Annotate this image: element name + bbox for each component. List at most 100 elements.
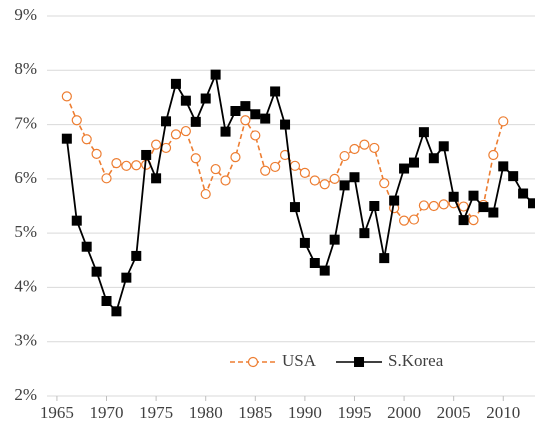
legend-marker xyxy=(354,357,365,367)
legend: USA S.Korea xyxy=(222,347,528,377)
x-tick-label: 1980 xyxy=(189,403,223,422)
x-tick-label: 1965 xyxy=(40,403,74,422)
marker xyxy=(398,215,410,226)
marker xyxy=(111,158,122,169)
marker xyxy=(220,126,231,137)
marker xyxy=(71,215,82,226)
marker xyxy=(161,116,172,127)
y-tick-label: 5% xyxy=(14,222,37,241)
marker xyxy=(240,115,251,126)
marker xyxy=(141,149,152,160)
marker xyxy=(61,133,72,144)
marker xyxy=(121,272,132,283)
marker xyxy=(190,116,201,127)
marker xyxy=(81,134,92,145)
marker xyxy=(319,265,330,276)
x-tick-label: 1970 xyxy=(90,403,124,422)
marker xyxy=(91,148,102,159)
marker xyxy=(369,142,380,154)
marker xyxy=(190,153,201,164)
marker xyxy=(200,188,211,200)
marker xyxy=(280,119,291,130)
legend-label: S.Korea xyxy=(388,351,444,370)
y-tick-label: 9% xyxy=(14,5,37,24)
marker xyxy=(428,200,439,212)
marker xyxy=(151,173,162,184)
marker xyxy=(170,78,181,89)
marker xyxy=(299,237,310,248)
marker xyxy=(508,171,519,182)
y-tick-label: 2% xyxy=(14,385,37,404)
marker xyxy=(448,191,459,202)
marker xyxy=(270,161,281,173)
marker xyxy=(260,113,271,124)
x-tick-label: 1975 xyxy=(139,403,173,422)
marker xyxy=(61,91,72,102)
x-tick-label: 2005 xyxy=(437,403,471,422)
marker xyxy=(349,172,360,183)
marker xyxy=(528,198,535,209)
marker xyxy=(339,180,350,191)
marker xyxy=(131,160,142,171)
marker xyxy=(478,202,489,213)
marker xyxy=(200,93,211,104)
marker xyxy=(289,160,301,171)
marker xyxy=(220,175,231,186)
y-tick-label: 6% xyxy=(14,168,37,187)
marker xyxy=(369,201,380,211)
x-tick-label: 1990 xyxy=(288,403,322,422)
marker xyxy=(418,200,430,211)
marker xyxy=(270,86,281,97)
y-tick-label: 7% xyxy=(14,113,37,132)
y-tick-label: 4% xyxy=(14,276,37,295)
marker xyxy=(339,150,350,162)
marker xyxy=(468,215,479,226)
marker xyxy=(151,139,162,150)
marker xyxy=(518,188,529,199)
marker xyxy=(488,207,499,218)
y-tick-label: 3% xyxy=(14,331,37,350)
marker xyxy=(71,115,82,126)
marker xyxy=(428,153,439,164)
marker xyxy=(289,202,300,213)
marker xyxy=(359,228,370,239)
marker xyxy=(399,163,410,174)
marker xyxy=(329,173,340,184)
marker xyxy=(349,143,360,155)
marker xyxy=(319,179,330,190)
marker xyxy=(438,199,449,210)
x-tick-label: 1985 xyxy=(238,403,272,422)
marker xyxy=(170,129,182,140)
x-tick-label: 1995 xyxy=(337,403,371,422)
marker xyxy=(91,266,102,277)
marker xyxy=(458,215,469,226)
marker xyxy=(359,139,370,150)
marker xyxy=(101,296,112,306)
marker xyxy=(488,149,499,161)
marker xyxy=(408,157,419,168)
marker xyxy=(101,173,112,184)
marker xyxy=(438,141,449,152)
marker xyxy=(299,167,310,178)
marker xyxy=(468,190,479,201)
marker xyxy=(210,69,221,80)
marker xyxy=(111,306,122,317)
marker xyxy=(458,201,469,212)
marker xyxy=(240,101,251,112)
marker xyxy=(309,258,320,268)
marker xyxy=(309,175,320,186)
marker xyxy=(498,161,509,172)
marker xyxy=(379,253,390,264)
marker xyxy=(230,152,241,163)
marker xyxy=(131,250,142,261)
marker xyxy=(379,178,390,189)
marker xyxy=(260,165,271,176)
y-tick-label: 8% xyxy=(14,59,37,78)
legend-marker xyxy=(247,356,259,368)
marker xyxy=(418,127,429,138)
marker xyxy=(210,163,221,175)
marker xyxy=(329,234,340,245)
legend-label: USA xyxy=(282,351,317,370)
marker xyxy=(81,241,92,252)
